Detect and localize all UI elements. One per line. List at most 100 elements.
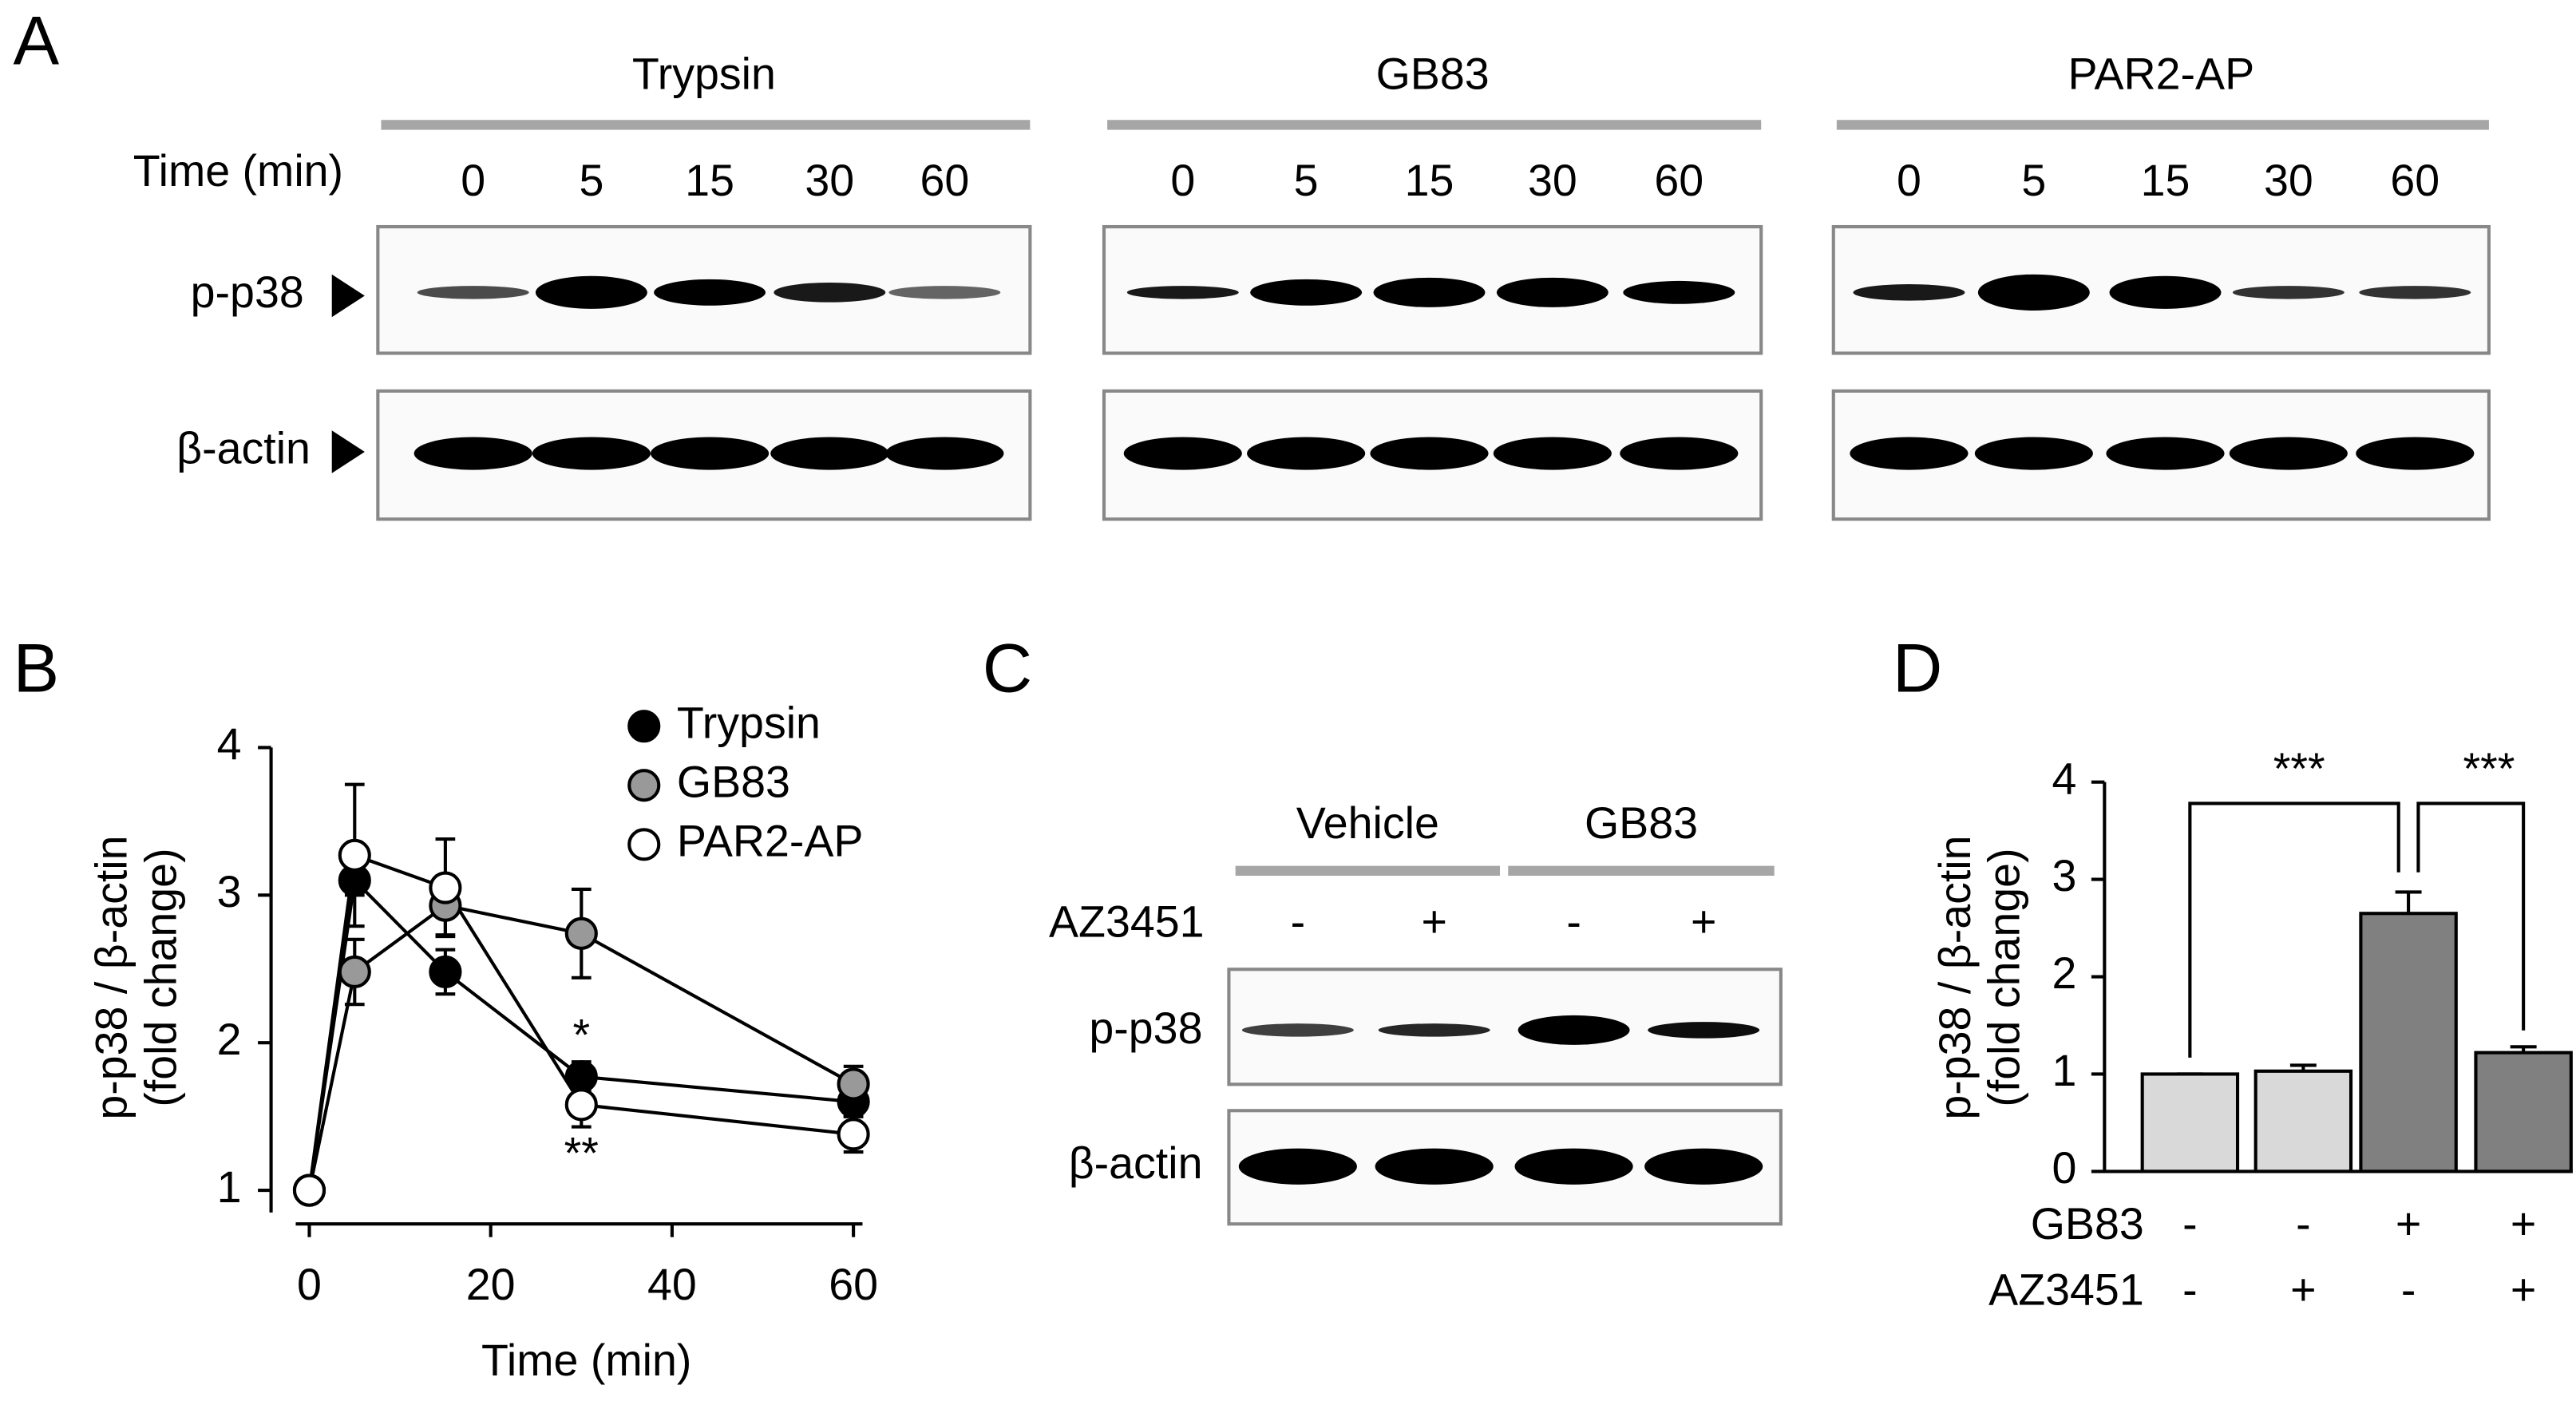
band [1378,1023,1490,1037]
condition-sign: + [1421,896,1446,946]
x-axis-label: Time (min) [481,1336,691,1385]
y-axis-label: p-p38 / β-actin [1930,835,1980,1119]
band [1493,437,1612,470]
y-tick-label: 2 [2052,948,2076,998]
condition-sign: - [1566,896,1581,946]
band [1623,280,1735,304]
legend-label: GB83 [677,757,790,806]
band [650,437,770,470]
condition-sign: - [2182,1199,2198,1249]
band [417,286,529,299]
band [414,437,532,470]
band [1514,1148,1633,1185]
marker [338,838,371,872]
panel-label: B [13,631,59,707]
band [2356,437,2475,470]
y-tick-label: 1 [2052,1046,2076,1095]
time-label: 60 [920,156,969,205]
band [2229,437,2348,470]
band [1620,437,1739,470]
marker [837,1067,870,1101]
y-tick-label: 3 [217,867,242,916]
panel-label: C [983,631,1032,707]
marker [564,916,598,950]
condition-sign: + [2511,1199,2536,1249]
condition-label: GB83 [2031,1199,2144,1249]
band [535,275,647,309]
bracket [2416,801,2526,1031]
condition-sign: - [2296,1199,2311,1249]
band [2359,286,2471,299]
group-label: GB83 [1585,798,1698,848]
bracket [2188,801,2400,1058]
x-tick-label: 60 [829,1260,878,1309]
group-label: Trypsin [632,49,776,98]
legend-marker [627,710,661,743]
band [1644,1148,1763,1185]
panel-label: D [1893,631,1942,707]
condition-sign: - [2401,1264,2416,1314]
band [2232,286,2345,299]
condition-label: AZ3451 [1988,1264,2144,1314]
band [1977,274,2090,311]
band [532,437,651,470]
marker [292,1173,326,1207]
legend-label: PAR2-AP [677,817,864,866]
condition-sign: + [2290,1264,2316,1314]
marker [564,1060,598,1094]
band [888,286,1001,299]
annotation: *** [2463,744,2515,794]
time-label: Time (min) [133,146,343,196]
band [1375,1148,1494,1185]
annotation: *** [2273,744,2325,794]
time-label: 0 [1897,156,1921,205]
band [1370,437,1489,470]
band [774,282,886,303]
y-axis-label: (fold change) [136,848,185,1106]
time-label: 5 [579,156,603,205]
band [770,437,889,470]
legend-marker [627,769,661,802]
time-label: 0 [461,156,485,205]
bar [2359,912,2458,1173]
band [1648,1022,1760,1039]
legend-label: Trypsin [677,698,821,747]
x-tick-label: 40 [647,1260,697,1309]
band [2106,437,2225,470]
x-tick-label: 20 [466,1260,516,1309]
row-label: β-actin [176,424,311,473]
band [1126,286,1239,299]
band [1373,277,1486,307]
y-axis-label: p-p38 / β-actin [87,835,137,1119]
marker [837,1118,870,1151]
condition-label: AZ3451 [1049,896,1205,946]
group-label: GB83 [1376,49,1490,98]
marker [564,1088,598,1122]
y-tick-label: 4 [217,719,242,769]
error-bar [2395,890,2422,914]
time-label: 15 [685,156,734,205]
row-label: p-p38 [1089,1003,1202,1053]
band [654,279,766,306]
time-label: 30 [1528,156,1577,205]
condition-sign: + [1691,896,1716,946]
condition-sign: + [2396,1199,2421,1249]
y-tick-label: 2 [217,1015,242,1064]
arrowhead [331,274,365,318]
time-label: 15 [2141,156,2190,205]
time-label: 30 [2264,156,2313,205]
annotation: * [572,1010,590,1059]
band [2109,275,2222,309]
band [1850,437,1969,470]
y-tick-label: 3 [2052,851,2076,900]
time-label: 15 [1405,156,1454,205]
y-tick-label: 1 [217,1162,242,1212]
condition-sign: - [1291,896,1305,946]
band [1250,279,1363,306]
band [1238,1148,1357,1185]
time-label: 60 [2390,156,2439,205]
annotation: ** [564,1129,599,1178]
band [1518,1015,1630,1045]
